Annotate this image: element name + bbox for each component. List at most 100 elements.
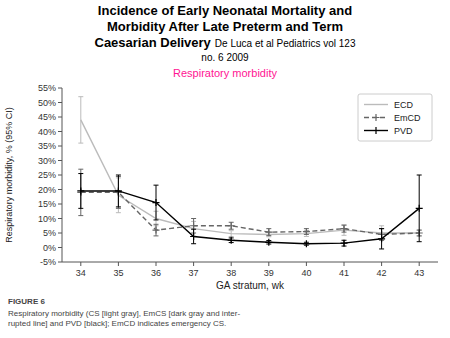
tick-label: 50%	[38, 98, 56, 108]
tick	[58, 160, 62, 161]
tick-label: 36	[151, 268, 161, 278]
subtitle: Respiratory morbidity	[173, 67, 277, 79]
title: Caesarian Delivery	[95, 35, 212, 50]
citation: no. 6 2009	[201, 52, 249, 63]
legend-label: ECD	[394, 100, 414, 110]
error-bar	[342, 225, 347, 232]
error-bar	[304, 229, 309, 235]
tick	[58, 88, 62, 89]
tick	[58, 131, 62, 132]
tick-label: 37	[189, 268, 199, 278]
series	[77, 169, 422, 240]
tick	[58, 247, 62, 248]
error-bar	[154, 185, 159, 220]
tick-label: 30%	[38, 156, 56, 166]
tick	[381, 262, 382, 266]
legend-swatch	[364, 104, 388, 105]
tick-label: 15%	[38, 199, 56, 209]
error-bar	[78, 174, 83, 209]
point-marker	[77, 187, 84, 194]
tick	[58, 189, 62, 190]
legend-box	[358, 94, 432, 141]
series	[77, 174, 422, 249]
point-marker	[153, 199, 160, 206]
point-marker	[228, 222, 235, 229]
tick-label: 55%	[38, 83, 56, 93]
x-axis-line	[62, 262, 438, 263]
tick-label: -5%	[40, 257, 56, 267]
tick-label: 39	[264, 268, 274, 278]
point-marker	[341, 225, 348, 232]
error-bar	[191, 229, 196, 244]
tick-label: 10%	[38, 214, 56, 224]
tick-label: 41	[339, 268, 349, 278]
point-marker	[228, 237, 235, 244]
error-bar	[154, 224, 159, 236]
tick-label: 5%	[43, 228, 56, 238]
tick	[58, 102, 62, 103]
figure-note-body: Respiratory morbidity (CS [light gray], …	[8, 309, 240, 318]
x-axis-label: GA stratum, wk	[216, 280, 285, 291]
error-bar	[342, 240, 347, 246]
tick	[58, 175, 62, 176]
tick-label: 40	[301, 268, 311, 278]
tick-label: 38	[226, 268, 236, 278]
tick	[58, 117, 62, 118]
error-bar	[266, 229, 271, 236]
error-bar	[78, 169, 83, 215]
title: Incidence of Early Neonatal Mortality an…	[98, 3, 352, 18]
point-marker	[303, 240, 310, 247]
point-marker	[190, 222, 197, 229]
tick	[193, 262, 194, 266]
legend: ECD EmCD PVD	[358, 94, 432, 141]
y-axis-label: Respiratory morbidity, % (95% CI)	[4, 107, 14, 242]
point-marker	[153, 227, 160, 234]
point-marker	[265, 229, 272, 236]
series-line	[81, 192, 419, 234]
tick	[58, 233, 62, 234]
axes: -5% 0% 5% 10% 15% 20% 25% 30% 35% 40% 45% 50% 55% 34 3…	[38, 83, 438, 278]
tick-label: 20%	[38, 185, 56, 195]
tick	[118, 262, 119, 266]
error-bar	[379, 229, 384, 249]
tick	[231, 262, 232, 266]
point-marker	[416, 205, 423, 212]
tick-label: 25%	[38, 170, 56, 180]
legend-marker	[373, 114, 380, 121]
tick	[80, 262, 81, 266]
tick-label: 0%	[43, 243, 56, 253]
figure-note-title: FIGURE 6	[8, 297, 45, 306]
series-line	[81, 191, 419, 244]
tick	[58, 146, 62, 147]
tick	[419, 262, 420, 266]
chart: Incidence of Early Neonatal Mortality an…	[0, 0, 450, 338]
error-bar	[417, 175, 422, 242]
point-marker	[190, 233, 197, 240]
tick-label: 35%	[38, 141, 56, 151]
legend-label: PVD	[394, 126, 413, 136]
error-bar	[116, 175, 121, 207]
tick	[58, 218, 62, 219]
point-marker	[341, 240, 348, 247]
y-axis-line	[62, 88, 63, 262]
title: Morbidity After Late Preterm and Term	[107, 19, 343, 34]
legend-label: EmCD	[394, 113, 421, 123]
point-marker	[378, 235, 385, 242]
tick-label: 34	[76, 268, 86, 278]
tick	[58, 262, 62, 263]
tick-label: 40%	[38, 127, 56, 137]
tick	[58, 204, 62, 205]
tick	[306, 262, 307, 266]
citation: De Luca et al Pediatrics vol 123	[215, 38, 356, 49]
point-marker	[265, 239, 272, 246]
figure-note-body: rupted line] and PVD [black]; EmCD indic…	[8, 319, 226, 328]
tick	[268, 262, 269, 266]
tick-label: 43	[414, 268, 424, 278]
tick	[344, 262, 345, 266]
tick	[156, 262, 157, 266]
point-marker	[115, 187, 122, 194]
tick-label: 35	[113, 268, 123, 278]
legend-marker	[373, 127, 380, 134]
tick-label: 45%	[38, 112, 56, 122]
point-marker	[303, 228, 310, 235]
